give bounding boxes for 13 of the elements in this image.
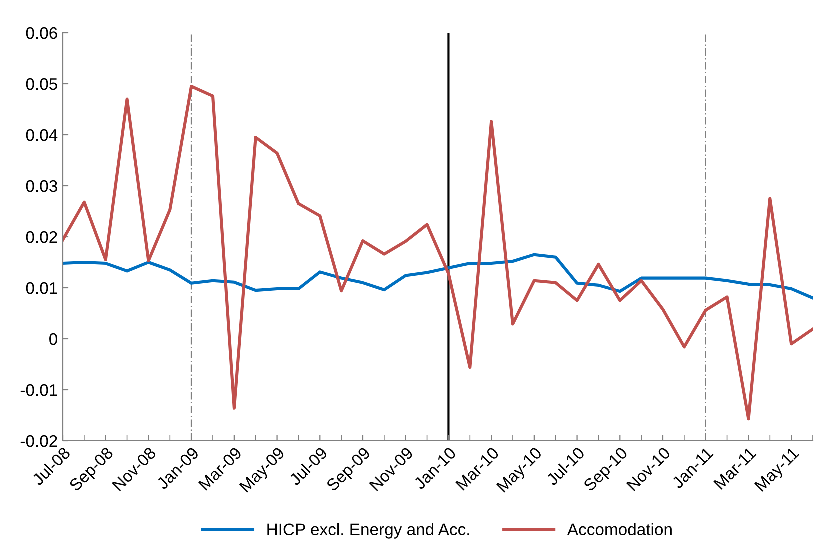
y-tick-label: 0.02 bbox=[26, 231, 58, 244]
y-tick-label: 0.03 bbox=[26, 180, 58, 192]
line-series bbox=[63, 253, 813, 300]
legend-label: HICP excl. Energy and Acc. bbox=[268, 523, 470, 539]
y-tick-label: 0.01 bbox=[26, 282, 58, 294]
y-tick-label: -0.02 bbox=[20, 435, 58, 448]
y-tick-label: -0.01 bbox=[20, 384, 58, 396]
y-tick-label: 0.05 bbox=[26, 78, 58, 90]
line-series bbox=[63, 85, 813, 421]
y-tick-label: 0.06 bbox=[26, 27, 58, 40]
y-tick-label: 0.04 bbox=[26, 129, 58, 142]
legend-label: Accomodation bbox=[567, 523, 672, 536]
y-tick-label: 0 bbox=[50, 333, 58, 346]
